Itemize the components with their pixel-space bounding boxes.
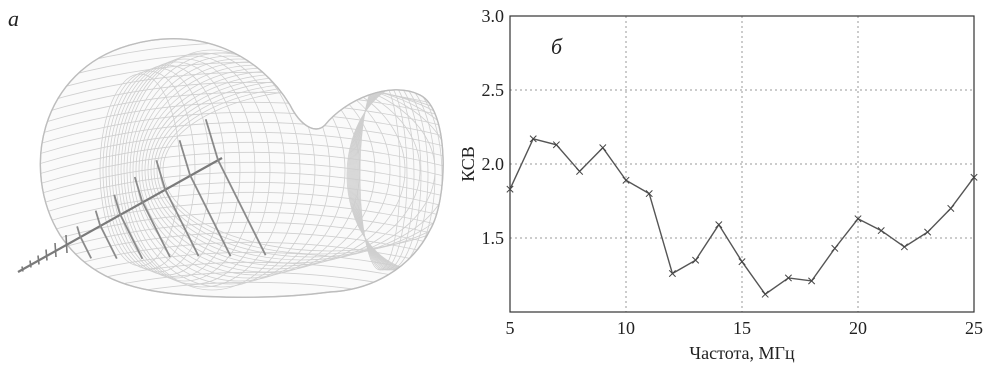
plot-frame: [509, 15, 975, 313]
grid: [510, 16, 974, 312]
x-axis-title: Частота, МГц: [689, 343, 795, 363]
data-point: [599, 144, 607, 152]
data-point: [506, 185, 514, 193]
x-tick-label: 25: [965, 318, 983, 338]
data-point: [808, 277, 816, 285]
data-point: [854, 215, 862, 223]
radiation-pattern-illustration: [17, 38, 444, 298]
y-tick-label: 3.0: [482, 6, 505, 26]
log-periodic-antenna: [17, 118, 267, 273]
y-tick-label: 2.0: [482, 154, 505, 174]
data-point: [900, 243, 908, 251]
data-point: [970, 173, 978, 181]
data-point: [668, 269, 676, 278]
data-point: [761, 290, 769, 298]
x-tick-label: 15: [733, 318, 751, 338]
x-tick-label: 10: [617, 318, 635, 338]
data-point: [622, 176, 630, 184]
data-point: [947, 204, 955, 212]
y-tick-label: 1.5: [482, 228, 505, 248]
x-tick-label: 5: [506, 318, 515, 338]
y-axis-title: КСВ: [458, 146, 478, 182]
data-point: [692, 256, 700, 264]
data-point: [738, 258, 746, 266]
x-tick-label: 20: [849, 318, 867, 338]
data-point: [877, 227, 885, 235]
data-point: [924, 228, 932, 236]
data-point: [645, 190, 653, 198]
tick-labels: 5 10 15 20 25 1.5 2.0 2.5 3.0: [482, 6, 984, 338]
panel-label-a: а: [8, 6, 19, 31]
data-point: [552, 141, 560, 149]
data-point: [529, 135, 537, 143]
data-point: [576, 167, 584, 175]
series-vswr: [506, 135, 978, 298]
data-point: [784, 274, 792, 282]
y-tick-label: 2.5: [482, 80, 505, 100]
data-point: [831, 244, 839, 252]
data-point: [715, 221, 723, 229]
panel-label-b: б: [551, 34, 563, 59]
